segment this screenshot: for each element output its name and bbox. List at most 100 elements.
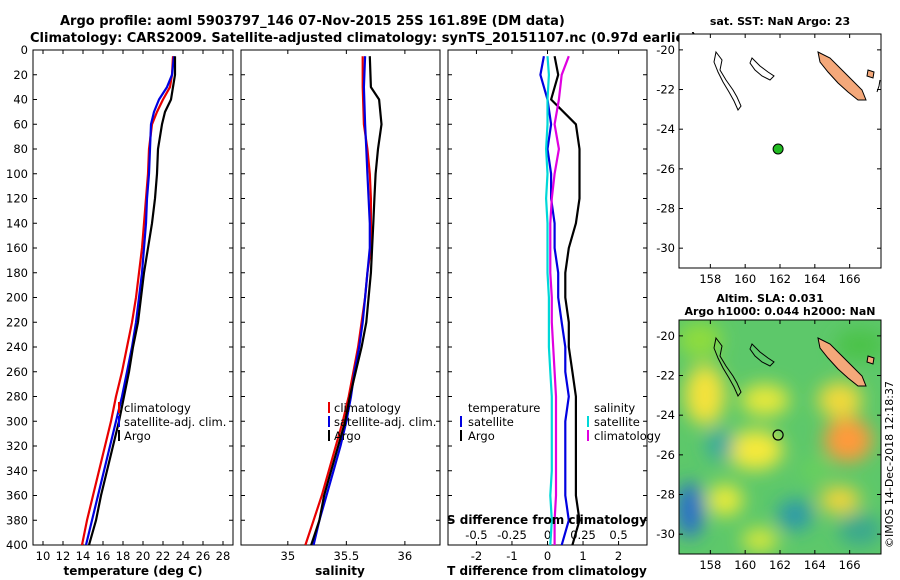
legend-label-satellite-adj: satellite-adj. clim.	[124, 415, 226, 429]
difference-xlabel: T difference from climatology	[447, 564, 647, 578]
map-y-tick-label: -22	[656, 83, 675, 97]
x-tick-label: 16	[96, 549, 111, 563]
depth-tick-label: 20	[13, 68, 28, 82]
sla-map-axes: 158 160 162 164 166 -20 -22 -24 -26 -28 -30	[656, 320, 881, 572]
map-y-tick-label: -24	[656, 408, 675, 422]
s-diff-tick-label: -0.5	[465, 528, 487, 542]
depth-tick-label: 320	[6, 439, 28, 453]
coastline-chesterfield	[713, 336, 742, 397]
sla-blob	[685, 365, 725, 425]
depth-tick-label: 380	[6, 513, 28, 527]
argo-position-marker	[772, 143, 784, 155]
sla-blob	[835, 329, 881, 361]
map-x-tick-label: 166	[839, 272, 861, 286]
sla-map-title: Altim. SLA: 0.031	[716, 292, 823, 305]
map-x-tick-label: 158	[699, 272, 721, 286]
legend-label-satellite-adj: satellite-adj. clim.	[334, 415, 436, 429]
x-tick-label: 35.5	[334, 549, 360, 563]
difference-xlabel-top: S difference from climatology	[447, 513, 647, 527]
map-y-tick-label: -22	[656, 369, 675, 383]
depth-axis: 0 20 40 60 80 100 120 140 160 180 200 220 240 260 280 3…	[6, 43, 28, 552]
land-new-caledonia	[817, 337, 867, 387]
depth-tick-label: 280	[6, 390, 28, 404]
legend-label-sal-satellite: satellite	[594, 415, 640, 429]
sla-blob	[741, 384, 789, 416]
difference-series	[539, 55, 581, 545]
legend-label-argo: Argo	[124, 429, 151, 443]
legend-heading-salinity: salinity	[594, 401, 635, 415]
x-tick-label: 20	[136, 549, 151, 563]
map-y-tick-label: -30	[656, 241, 675, 255]
series-satellite-adj-clim-	[312, 56, 371, 545]
x-tick-label: 28	[216, 549, 231, 563]
x-tick-label: 26	[196, 549, 211, 563]
coastline-chesterfield	[713, 50, 742, 111]
map-y-tick-label: -28	[656, 488, 675, 502]
depth-tick-label: 200	[6, 291, 28, 305]
sla-blob	[801, 460, 829, 480]
map-x-tick-label: 162	[769, 558, 791, 572]
depth-tick-label: 40	[13, 93, 28, 107]
depth-tick-label: 180	[6, 266, 28, 280]
map-y-tick-label: -26	[656, 448, 675, 462]
series-salinity-satellite	[544, 56, 553, 545]
depth-tick-label: 120	[6, 192, 28, 206]
map-x-tick-label: 160	[734, 272, 756, 286]
x-tick-label: 10	[36, 549, 51, 563]
x-tick-label: 14	[76, 549, 91, 563]
legend-label-sal-climatology: climatology	[594, 429, 661, 443]
sla-blob	[706, 429, 734, 461]
salinity-series	[304, 56, 383, 545]
legend-label-argo: Argo	[334, 429, 361, 443]
sla-blob	[742, 528, 778, 552]
salinity-panel-frame	[240, 49, 441, 546]
sla-blob	[838, 514, 881, 546]
imos-timestamp: ©IMOS 14-Dec-2018 12:18:37	[883, 381, 896, 548]
depth-tick-label: 220	[6, 315, 28, 329]
series-temperature-argo	[549, 55, 581, 545]
series-salinity-climatology	[549, 55, 570, 545]
map-y-tick-label: -26	[656, 162, 675, 176]
series-climatology	[80, 56, 175, 545]
depth-tick-label: 340	[6, 464, 28, 478]
x-tick-label: 36	[398, 549, 413, 563]
temperature-legend: climatology satellite-adj. clim. Argo	[118, 401, 226, 443]
temperature-panel-frame	[32, 49, 234, 546]
sla-blob	[820, 486, 860, 514]
sla-blobs	[679, 322, 881, 552]
salinity-xlabel: salinity	[315, 564, 365, 578]
legend-label-climatology: climatology	[334, 401, 401, 415]
sla-blob	[824, 418, 872, 462]
x-tick-label: -1	[506, 549, 517, 563]
coastline-reef	[749, 57, 775, 81]
land-new-caledonia	[817, 51, 867, 101]
series-argo	[310, 56, 383, 545]
map-y-tick-label: -20	[656, 329, 675, 343]
salinity-x-axis: 35 35.5 36	[241, 49, 440, 563]
s-diff-tick-label: -0.25	[497, 528, 527, 542]
sla-blob	[727, 430, 783, 470]
map-x-tick-label: 164	[804, 558, 826, 572]
sla-blob	[818, 382, 862, 418]
x-tick-label: 2	[615, 549, 622, 563]
sst-map-land	[713, 50, 881, 111]
map-x-tick-label: 166	[839, 558, 861, 572]
temperature-x-axis: 10 12 14 16 18 20 22 24 26 28	[33, 49, 233, 563]
legend-label-temp-argo: Argo	[468, 429, 495, 443]
series-argo	[87, 56, 177, 545]
figure-title-line2: Climatology: CARS2009. Satellite-adjuste…	[30, 31, 697, 46]
series-temperature-satellite	[539, 55, 570, 545]
depth-tick-label: 80	[13, 142, 28, 156]
x-tick-label: 22	[156, 549, 171, 563]
depth-tick-label: 60	[13, 117, 28, 131]
figure-title-line1: Argo profile: aoml 5903797_146 07-Nov-20…	[60, 14, 565, 29]
series-climatology	[304, 56, 372, 545]
legend-heading-temperature: temperature	[468, 401, 540, 415]
map-x-tick-label: 160	[734, 558, 756, 572]
sla-heatmap-field	[679, 322, 881, 552]
series-satellite-adj-clim-	[84, 56, 176, 545]
depth-tick-label: 140	[6, 216, 28, 230]
sla-blob	[679, 322, 722, 358]
sla-map-subtitle: Argo h1000: 0.044 h2000: NaN	[684, 305, 875, 318]
